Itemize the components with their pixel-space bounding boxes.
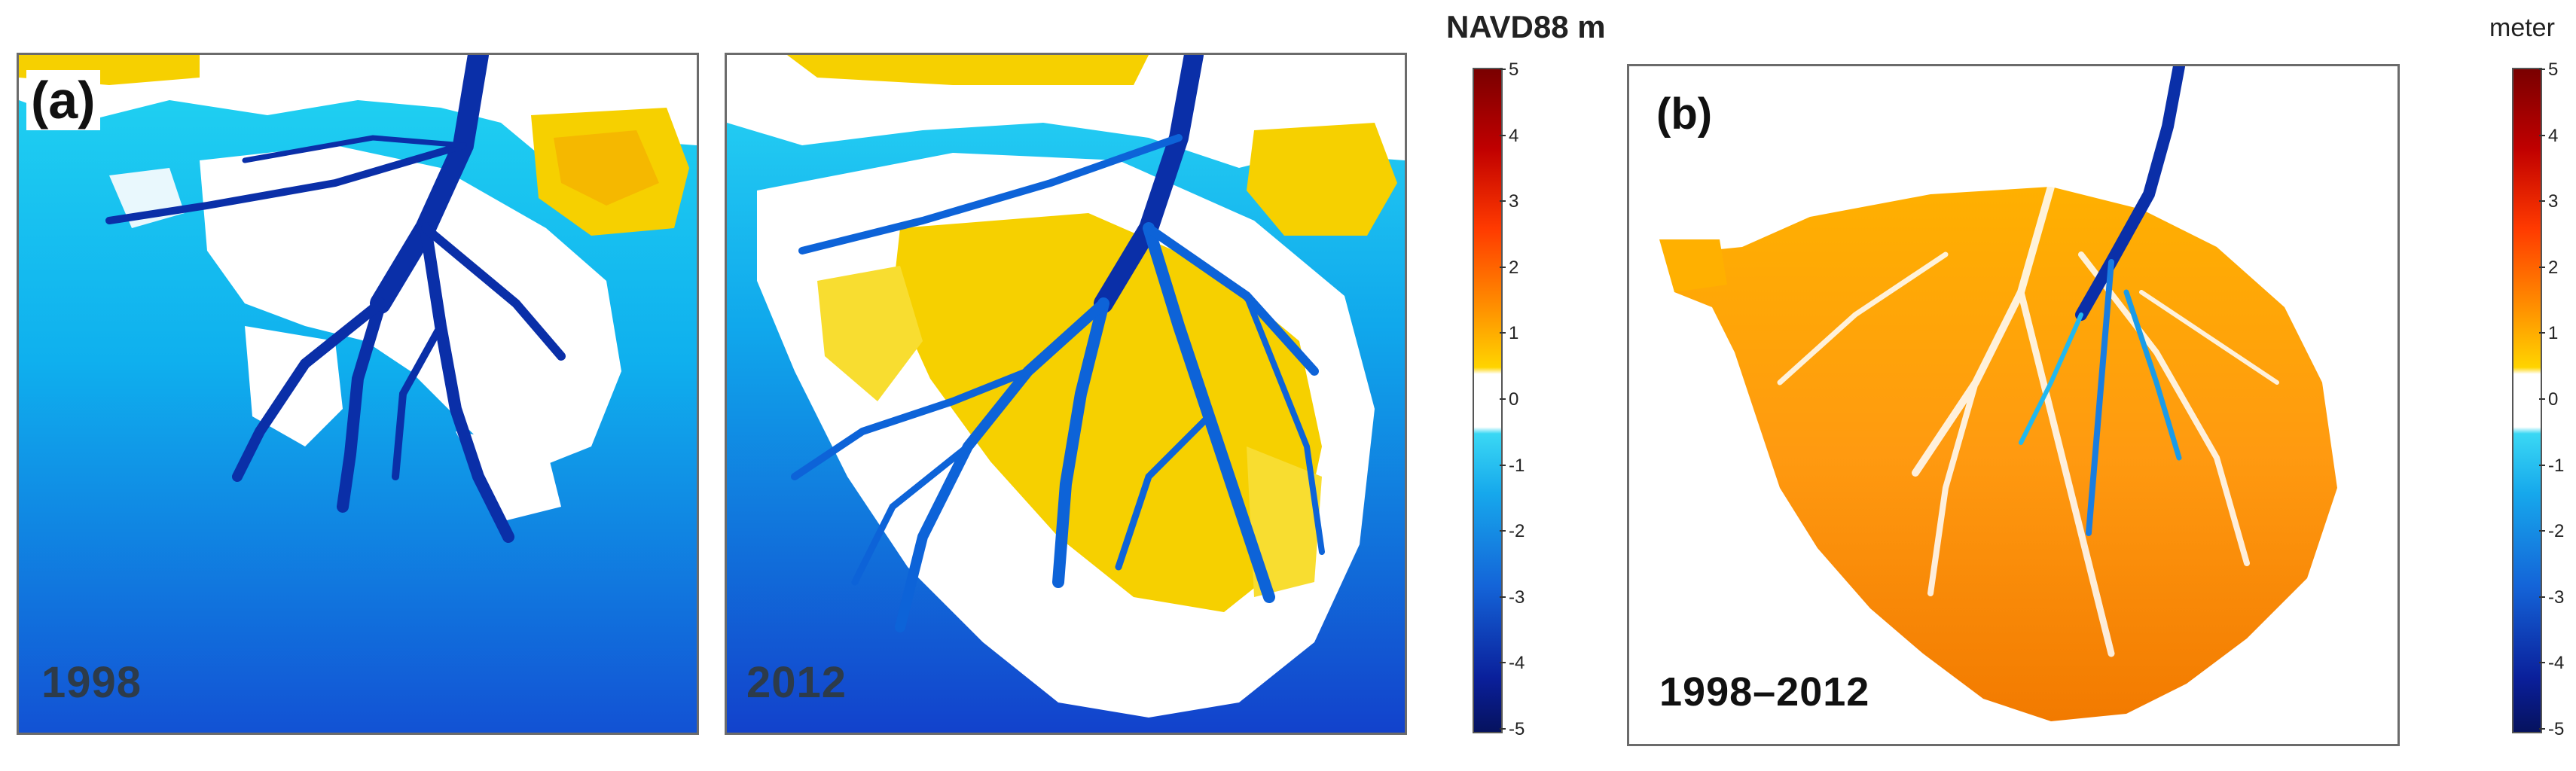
colorbar_a-tickmark [1500,464,1506,466]
colorbar_b-tick-label: 3 [2548,191,2559,212]
colorbar_a-tickmark [1500,200,1506,203]
colorbar_b-tickmark [2539,134,2545,136]
bathymetry-map-1998 [19,55,697,733]
colorbar_a-tickmark [1500,69,1506,70]
colorbar_b-tick-label: -5 [2548,719,2565,739]
colorbar_a-tickmark [1500,530,1506,532]
colorbar_b-tick-label: 5 [2548,59,2559,80]
bathymetry-map-2012 [727,55,1405,733]
colorbar_a-tick-label: -5 [1509,719,1525,739]
colorbar_a-tick-label: 3 [1509,191,1519,212]
colorbar_b-tickmark [2539,662,2545,664]
colorbar_a-tick-label: -1 [1509,455,1525,476]
colorbar_a-tickmark [1500,596,1506,598]
colorbar_a-tick-label: -2 [1509,521,1525,542]
colorbar_b-tickmark [2539,398,2545,400]
colorbar_a-tickmark [1500,728,1506,730]
colorbar_b-tick-label: 1 [2548,323,2559,344]
colorbar_b-tick-label: -2 [2548,521,2565,542]
map-1998: (a) 1998 [17,53,699,735]
colorbar-a [1473,68,1503,733]
colorbar_b-tickmark [2539,266,2545,268]
map-2012: 2012 [725,53,1407,735]
colorbar_b-tickmark [2539,464,2545,466]
colorbar_b-tick-label: 2 [2548,257,2559,278]
panel-label-b: (b) [1656,90,1713,139]
colorbar_b-tick-label: -4 [2548,653,2565,674]
colorbar_a-tick-label: -4 [1509,653,1525,674]
colorbar_b-tick-label: -1 [2548,455,2565,476]
colorbar_a-tick-label: 1 [1509,323,1519,344]
colorbar-b [2512,68,2542,733]
panel-label-a: (a) [26,70,100,130]
colorbar_b-tickmark [2539,530,2545,532]
colorbar_a-tick-label: 0 [1509,389,1519,410]
map-difference: (b) 1998–2012 [1627,64,2400,746]
colorbar_a-tick-label: 4 [1509,125,1519,146]
colorbar_b-tick-label: -3 [2548,587,2565,608]
elevation-change-map [1629,66,2397,744]
colorbar_b-tick-label: 0 [2548,389,2559,410]
colorbar_a-tick-label: 5 [1509,59,1519,80]
colorbar_a-tickmark [1500,134,1506,136]
colorbar_a-tick-label: 2 [1509,257,1519,278]
colorbar_a-tickmark [1500,266,1506,268]
period-label: 1998–2012 [1659,669,1870,715]
colorbar_b-tickmark [2539,332,2545,334]
year-label-1998: 1998 [41,658,142,707]
colorbar_a-tick-label: -3 [1509,587,1525,608]
colorbar_a-tickmark [1500,332,1506,334]
colorbar-a-title: NAVD88 m [1446,9,1606,44]
colorbar_b-tickmark [2539,200,2545,203]
colorbar_b-tickmark [2539,728,2545,730]
colorbar_a-tickmark [1500,662,1506,664]
colorbar_b-tickmark [2539,69,2545,70]
year-label-2012: 2012 [746,658,847,707]
colorbar_b-tickmark [2539,596,2545,598]
colorbar-b-title: meter [2489,14,2555,42]
colorbar_b-tick-label: 4 [2548,125,2559,146]
colorbar_a-tickmark [1500,398,1506,400]
